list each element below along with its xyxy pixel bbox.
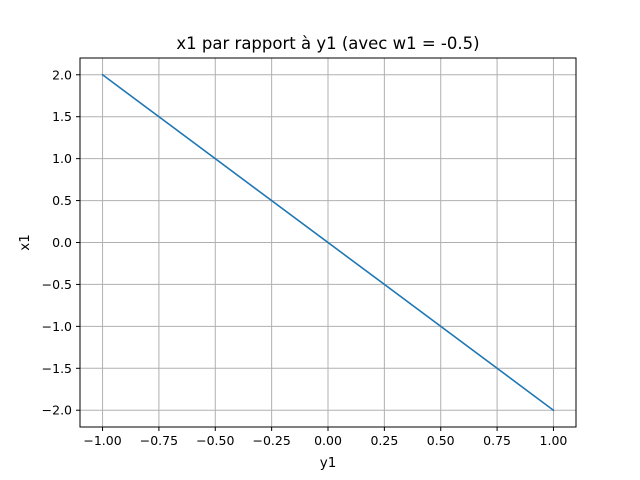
- y-tick-label: 2.0: [52, 67, 72, 82]
- y-tick-label: −1.0: [42, 319, 72, 334]
- y-tick-label: −0.5: [42, 277, 72, 292]
- series-line: [101, 73, 555, 412]
- x-tick-label: −0.50: [196, 433, 234, 448]
- x-tick-label: 0.50: [427, 433, 455, 448]
- x-tick-label: 1.00: [540, 433, 568, 448]
- x-axis-label: y1: [320, 455, 337, 471]
- y-tick-label: −2.0: [42, 403, 72, 418]
- x-tick-label: −1.00: [83, 433, 121, 448]
- y-tick-label: 0.5: [52, 193, 72, 208]
- y-tick-label: 1.0: [52, 151, 72, 166]
- y-axis-label: x1: [17, 234, 33, 251]
- chart-title: x1 par rapport à y1 (avec w1 = -0.5): [176, 34, 479, 53]
- y-tick-label: 0.0: [52, 235, 72, 250]
- x-tick-label: 0.00: [314, 433, 342, 448]
- series-layer: [101, 73, 555, 412]
- tick-layer: −1.00 −0.75 −0.50 −0.25 0.00 0.25 0.50 0.75 1.00…: [42, 67, 568, 448]
- y-tick-label: −1.5: [42, 361, 72, 376]
- x-tick-label: 0.25: [370, 433, 398, 448]
- x-tick-label: 0.75: [483, 433, 511, 448]
- x-tick-label: −0.75: [140, 433, 178, 448]
- x-tick-label: −0.25: [252, 433, 290, 448]
- y-tick-label: 1.5: [52, 109, 72, 124]
